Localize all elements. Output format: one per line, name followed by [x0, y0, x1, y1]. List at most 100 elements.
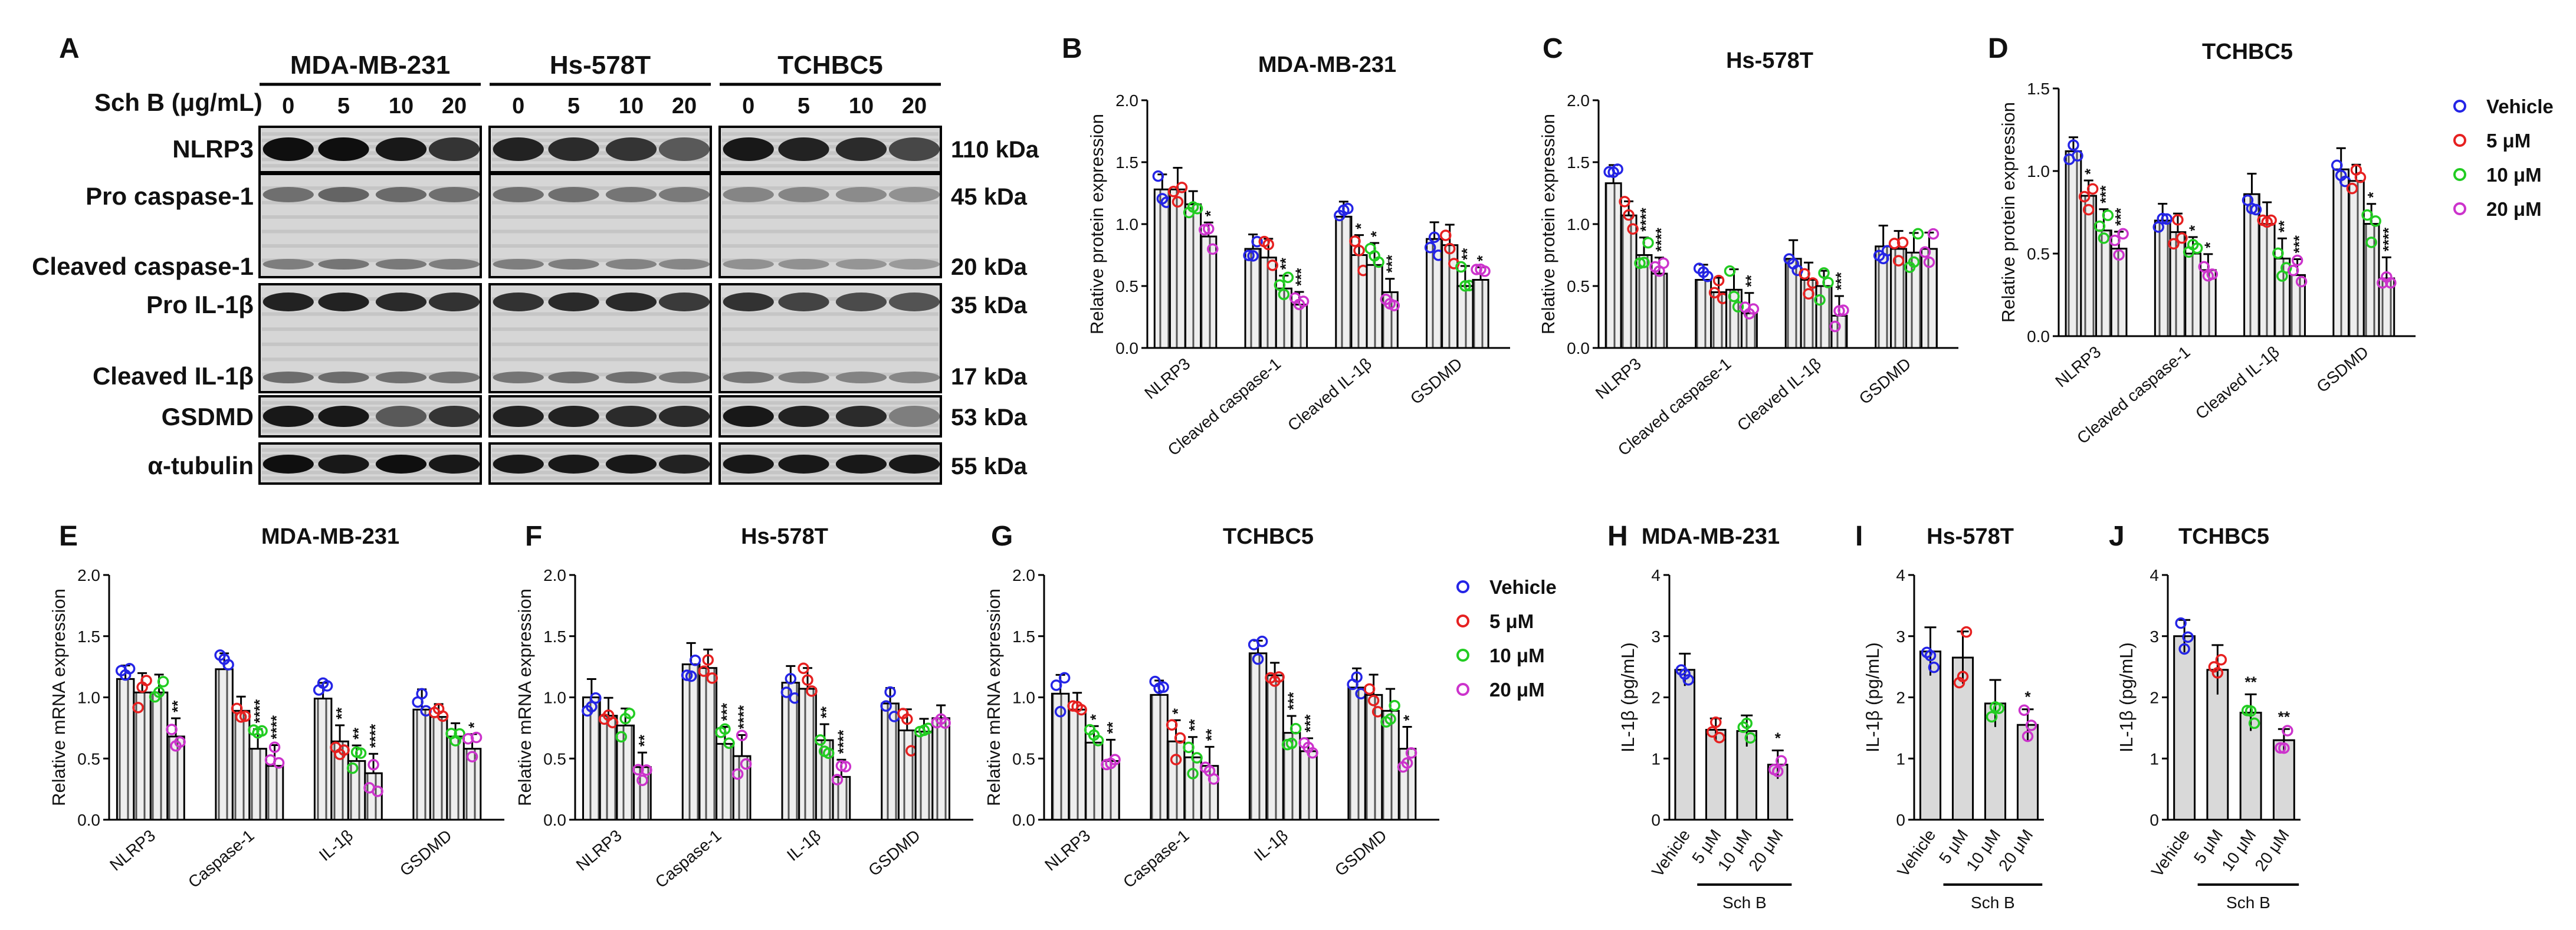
data-point — [2157, 212, 2168, 225]
data-point — [1459, 280, 1471, 292]
bar — [462, 748, 482, 821]
data-point — [884, 686, 896, 698]
y-tick-label: 0.5 — [1567, 277, 1590, 295]
blot-smear — [492, 406, 708, 410]
protein-band — [605, 372, 657, 383]
protein-band — [548, 406, 599, 427]
y-tick-label: 1.5 — [2027, 80, 2050, 98]
data-point — [1054, 706, 1067, 718]
data-point — [1724, 265, 1736, 277]
data-point — [2018, 704, 2030, 717]
bar — [1366, 264, 1383, 349]
data-point — [1183, 741, 1195, 754]
data-point — [1266, 259, 1279, 271]
data-point — [1050, 679, 1062, 691]
category-label: Vehicle — [1894, 826, 1939, 880]
protein-band — [723, 187, 774, 202]
blot-smear — [262, 448, 478, 452]
data-point — [346, 762, 359, 774]
blot-smear — [492, 139, 708, 143]
blot-smear — [262, 454, 478, 458]
blot-smear — [262, 423, 478, 428]
data-point — [698, 665, 710, 677]
protein-band — [493, 372, 544, 383]
data-point — [355, 747, 367, 759]
dose-label: 0 — [282, 94, 294, 119]
data-point — [2072, 150, 2083, 162]
bar — [1705, 728, 1727, 821]
chart-title: Hs-578T — [1927, 524, 2014, 549]
blot-smear — [722, 297, 938, 301]
data-point — [1251, 235, 1263, 248]
data-point — [1822, 277, 1834, 288]
category-label: 10 μM — [2218, 826, 2259, 875]
category-label: NLRP3 — [573, 826, 625, 875]
protein-band — [888, 455, 940, 474]
legend-marker — [1456, 580, 1469, 593]
data-point — [1993, 702, 2005, 714]
protein-band — [888, 259, 940, 270]
cell-line-header: TCHBC5 — [777, 51, 882, 80]
y-tick-label: 0 — [2150, 811, 2159, 829]
data-point — [1351, 671, 1363, 683]
data-point — [1075, 704, 1087, 716]
panel-letter-F: F — [525, 521, 542, 552]
panel-letter-H: H — [1607, 521, 1628, 552]
bar — [1259, 257, 1277, 349]
chart-E: MDA-MB-231 0.0 0.5 1.0 1.5 2.0 Relative mRNA e… — [48, 524, 504, 892]
panel-letter-I: I — [1855, 521, 1863, 552]
protein-band — [548, 187, 599, 202]
protein-band — [835, 187, 887, 202]
protein-band — [888, 137, 940, 161]
blot-smear — [722, 229, 938, 234]
protein-band — [658, 372, 710, 383]
protein-band — [778, 187, 829, 202]
group-label: Sch B — [1722, 893, 1767, 912]
protein-band — [835, 293, 887, 311]
data-point — [2117, 228, 2129, 240]
data-point — [802, 674, 813, 686]
y-tick-label: 1.5 — [543, 627, 566, 646]
bar — [1068, 708, 1087, 821]
data-point — [1444, 242, 1456, 255]
significance-mark: ** — [635, 734, 653, 747]
significance-mark: * — [1400, 714, 1418, 721]
data-point — [606, 717, 619, 728]
data-point — [1714, 732, 1725, 744]
y-tick-label: 0.0 — [543, 811, 566, 829]
y-tick-label: 1.0 — [543, 689, 566, 707]
y-tick-label: 0.5 — [543, 750, 566, 768]
bar — [1335, 215, 1353, 349]
bar — [1169, 188, 1187, 349]
bar — [1183, 756, 1202, 821]
protein-band — [318, 372, 369, 383]
bar — [2080, 195, 2098, 337]
protein-band — [658, 293, 710, 311]
blot-smear — [722, 406, 938, 410]
data-point — [2365, 236, 2377, 248]
legend-marker — [2453, 168, 2466, 181]
blot-smear — [492, 448, 708, 452]
significance-mark: ** — [2275, 220, 2293, 232]
dose-label: 0 — [742, 94, 754, 119]
y-tick-label: 1.5 — [77, 627, 100, 646]
data-point — [1627, 223, 1639, 235]
protein-band — [493, 455, 544, 474]
blot-smear — [722, 151, 938, 155]
protein-band — [548, 455, 599, 474]
data-point — [1927, 228, 1940, 240]
protein-band — [548, 137, 599, 161]
y-tick-label: 0 — [1896, 811, 1905, 829]
data-point — [1728, 290, 1740, 303]
blot-smear — [492, 471, 708, 475]
data-point — [2161, 213, 2173, 225]
kda-marker: 17 kDa — [951, 364, 1028, 390]
data-point — [2354, 172, 2367, 183]
protein-band — [428, 259, 480, 270]
data-point — [1191, 752, 1203, 764]
data-point — [939, 717, 951, 729]
data-point — [1401, 757, 1413, 769]
chart-title: TCHBC5 — [2178, 524, 2269, 549]
data-point — [239, 710, 251, 722]
data-point — [1707, 726, 1718, 738]
